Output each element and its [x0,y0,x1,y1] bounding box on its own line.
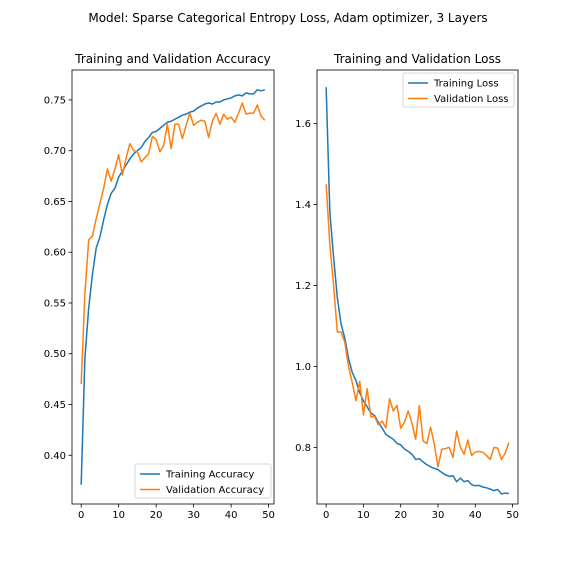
loss-chart: Training and Validation Loss 0 10 20 30 40 50 0… [295,52,519,521]
y-tick-label: 0.60 [44,248,66,259]
x-tick-label: 30 [187,510,200,521]
y-tick-label: 0.50 [44,349,66,360]
y-tick-label: 0.75 [44,95,66,106]
y-tick-label: 1.0 [295,362,311,373]
x-tick-label: 40 [469,510,482,521]
x-tick-label: 30 [432,510,445,521]
y-tick-label: 0.40 [44,451,66,462]
legend: Training Loss Validation Loss [402,72,515,108]
chart-title: Training and Validation Loss [333,52,501,66]
accuracy-chart: Training and Validation Accuracy 0 10 20 30 4… [44,52,275,521]
x-tick-label: 20 [150,510,163,521]
axes-frame [316,69,519,505]
y-tick-label: 0.65 [44,197,66,208]
x-tick-label: 50 [506,510,519,521]
x-tick-label: 20 [394,510,407,521]
y-tick-label: 0.55 [44,298,66,309]
legend-label-validation-loss: Validation Loss [434,94,509,105]
legend-label-training-loss: Training Loss [433,79,499,90]
legend: Training Accuracy Validation Accuracy [134,463,272,499]
legend-label-training-accuracy: Training Accuracy [165,470,254,481]
legend-label-validation-accuracy: Validation Accuracy [166,485,264,496]
y-tick-label: 0.70 [44,146,66,157]
legend-box [134,463,272,499]
y-tick-label: 0.45 [44,400,66,411]
x-tick-label: 0 [78,510,84,521]
series-line-training-loss [325,87,509,495]
x-tick-label: 0 [323,510,329,521]
x-tick-label: 50 [262,510,275,521]
series-line-validation-accuracy [80,102,266,385]
series-line-validation-loss [325,184,510,468]
x-tick-label: 40 [225,510,238,521]
y-tick-label: 1.2 [295,281,311,292]
series-line-training-accuracy [80,89,266,485]
chart-title: Training and Validation Accuracy [74,52,270,66]
legend-box [402,72,515,108]
figure-suptitle: Model: Sparse Categorical Entropy Loss, … [88,11,487,25]
axes-frame [71,69,275,505]
x-tick-label: 10 [112,510,125,521]
y-tick-label: 1.6 [295,119,311,130]
x-tick-label: 10 [357,510,370,521]
y-tick-label: 1.4 [295,200,311,211]
y-tick-label: 0.8 [295,443,311,454]
